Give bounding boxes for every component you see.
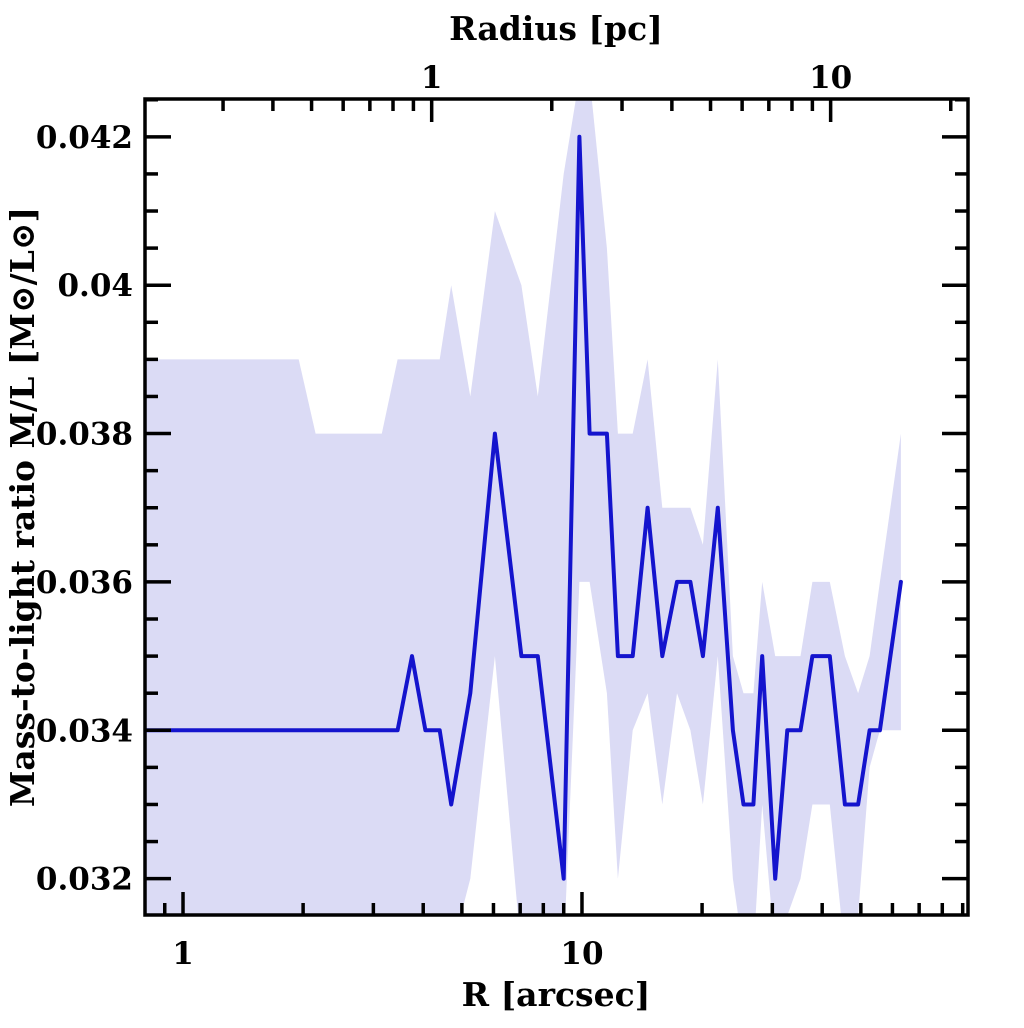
- x-bottom-tick-label: 10: [560, 936, 603, 972]
- y-axis-title: Mass-to-light ratio M/L [M⊙/L⊙]: [3, 207, 42, 807]
- x-top-tick-label: 10: [809, 60, 852, 96]
- mass-to-light-curve: [145, 134, 903, 881]
- axis-tick-labels: 1 10 1 10 0.032 0.034 0.036 0.038 0.04 0.042: [36, 60, 852, 972]
- y-tick-label: 0.034: [36, 713, 133, 749]
- bottom-axis-title: R [arcsec]: [462, 975, 651, 1014]
- y-tick-label: 0.04: [57, 268, 133, 304]
- y-tick-label: 0.042: [36, 120, 133, 156]
- uncertainty-band: [145, 99, 901, 915]
- y-tick-label: 0.032: [36, 862, 133, 898]
- y-tick-label: 0.036: [36, 565, 133, 601]
- x-top-tick-label: 1: [421, 60, 443, 96]
- top-axis-title: Radius [pc]: [449, 9, 663, 48]
- plot-content: [145, 99, 903, 915]
- x-bottom-tick-label: 1: [172, 936, 194, 972]
- axis-ticks: [145, 97, 968, 915]
- y-tick-label: 0.038: [36, 417, 133, 453]
